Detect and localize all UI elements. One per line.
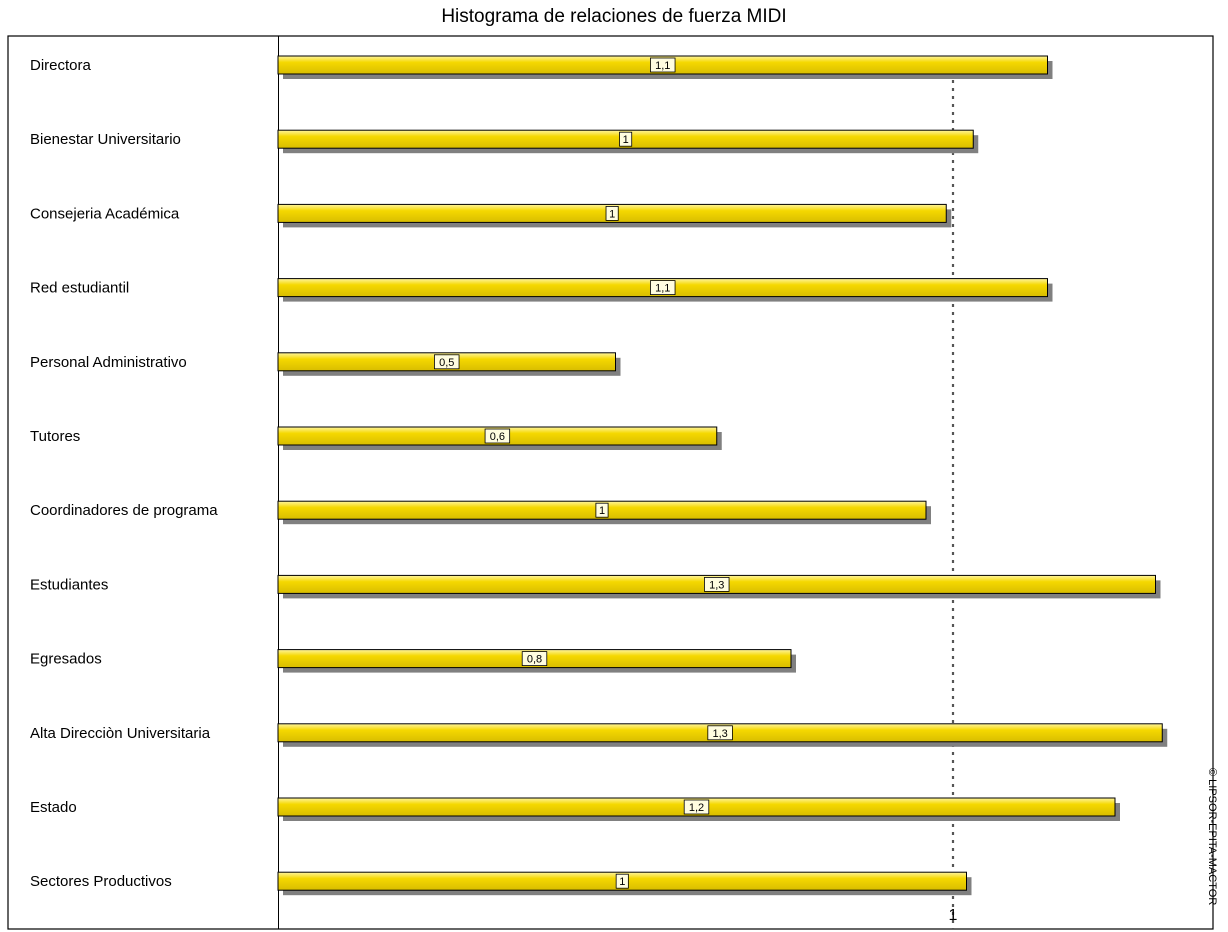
data-label: 0,5 bbox=[439, 357, 454, 369]
data-label-box bbox=[521, 651, 548, 666]
data-label-box bbox=[595, 502, 609, 518]
category-label: Estudiantes bbox=[30, 576, 108, 593]
data-label-box bbox=[707, 725, 733, 741]
data-label: 1 bbox=[599, 505, 605, 517]
data-label-box bbox=[605, 205, 619, 221]
category-label: Consejeria Académica bbox=[30, 205, 180, 222]
data-label: 1 bbox=[619, 876, 625, 888]
data-label: 0,6 bbox=[490, 431, 505, 443]
category-label: Tutores bbox=[30, 428, 80, 445]
data-label-box bbox=[683, 799, 710, 815]
data-label-box bbox=[619, 131, 633, 147]
data-label-box bbox=[650, 280, 676, 296]
reference-line-label: 1 bbox=[949, 907, 958, 924]
data-label-box bbox=[704, 577, 730, 592]
data-label-box bbox=[650, 57, 676, 73]
data-label: 1,3 bbox=[709, 579, 724, 591]
category-label: Directora bbox=[30, 57, 92, 74]
bars-layer: 1 Directora 1,1 Bienestar Universitario 1 Con… bbox=[30, 55, 1168, 929]
category-label: Sectores Productivos bbox=[30, 873, 172, 890]
data-label-box bbox=[484, 428, 511, 444]
category-label: Red estudiantil bbox=[30, 280, 129, 297]
data-label: 0,8 bbox=[527, 654, 542, 666]
data-label: 1 bbox=[623, 134, 629, 146]
data-label: 1,1 bbox=[655, 283, 670, 295]
category-label: Egresados bbox=[30, 651, 102, 668]
data-label: 1,3 bbox=[712, 728, 727, 740]
chart-title: Histograma de relaciones de fuerza MIDI bbox=[441, 6, 787, 27]
category-label: Estado bbox=[30, 799, 77, 816]
category-label: Coordinadores de programa bbox=[30, 502, 218, 519]
data-label: 1,1 bbox=[655, 60, 670, 72]
data-label: 1 bbox=[609, 208, 615, 220]
plot-frame bbox=[7, 35, 1214, 930]
category-label: Alta Direcciòn Universitaria bbox=[30, 725, 211, 742]
copyright-notice: © LIPSOR-EPITA-MACTOR bbox=[1206, 768, 1218, 906]
category-label: Personal Administrativo bbox=[30, 354, 187, 371]
data-label-box bbox=[434, 354, 460, 370]
data-label-box bbox=[615, 873, 629, 889]
data-label: 1,2 bbox=[689, 802, 704, 814]
category-label: Bienestar Universitario bbox=[30, 131, 181, 148]
